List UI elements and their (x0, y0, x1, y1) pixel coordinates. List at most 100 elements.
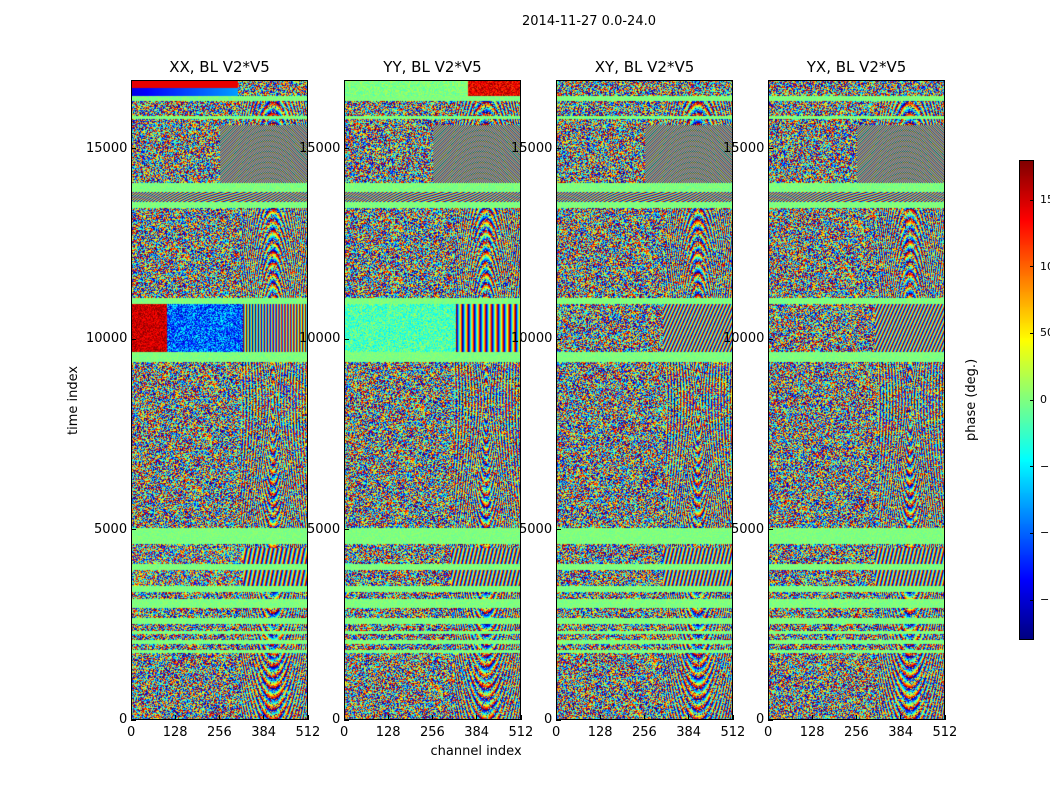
x-tick (174, 715, 176, 720)
x-tick-label: 384 (676, 725, 702, 740)
x-tick (387, 715, 389, 720)
colorbar-tick (1030, 199, 1034, 201)
x-tick (432, 715, 433, 720)
x-tick (811, 715, 813, 720)
y-axis-label: time index (66, 365, 81, 435)
y-tick-label: 5000 (731, 521, 765, 537)
y-tick-label: 10000 (299, 331, 341, 347)
x-tick (644, 715, 645, 720)
x-tick (130, 715, 132, 720)
colorbar-tick (1030, 599, 1034, 601)
y-tick (344, 338, 349, 340)
colorbar-tick (1030, 266, 1034, 268)
x-tick (219, 715, 220, 720)
y-tick-label: 15000 (723, 140, 765, 156)
colorbar-tick-label: 50 (1040, 326, 1050, 340)
y-tick-label: 10000 (723, 331, 765, 347)
x-tick-label: 256 (420, 725, 445, 740)
y-tick-label: 15000 (299, 140, 341, 156)
x-tick-label: 512 (295, 725, 321, 740)
x-tick (732, 715, 734, 720)
x-tick-label: 0 (127, 725, 136, 740)
x-tick (900, 715, 902, 720)
heatmap-yx (768, 80, 945, 720)
x-tick-label: 384 (888, 725, 914, 740)
y-tick (556, 719, 561, 721)
x-tick-label: 256 (632, 725, 657, 740)
x-tick (599, 715, 601, 720)
x-tick-label: 384 (251, 725, 277, 740)
heatmap-xy (556, 80, 733, 720)
x-tick-label: 512 (508, 725, 534, 740)
y-tick-label: 0 (332, 712, 341, 727)
y-tick-label: 5000 (94, 521, 128, 537)
y-tick-label: 0 (119, 712, 128, 727)
y-tick (768, 148, 773, 150)
y-tick-label: 5000 (307, 521, 341, 537)
y-tick (556, 529, 561, 531)
x-tick-label: 128 (587, 725, 613, 740)
x-tick-label: 0 (340, 725, 349, 740)
x-tick (767, 715, 769, 720)
colorbar-tick-label: −100 (1040, 526, 1050, 540)
y-tick (768, 338, 773, 340)
x-tick (476, 715, 478, 720)
x-tick-label: 256 (207, 725, 232, 740)
y-tick (556, 148, 561, 150)
y-tick-label: 15000 (511, 140, 553, 156)
y-tick (131, 148, 136, 150)
y-tick-label: 5000 (519, 521, 553, 537)
x-tick-label: 128 (375, 725, 401, 740)
y-tick (131, 529, 136, 531)
colorbar-tick-label: 100 (1040, 259, 1050, 273)
colorbar-tick (1030, 532, 1034, 534)
colorbar-tick-label: 0 (1040, 393, 1047, 406)
y-tick (131, 338, 136, 340)
y-tick (344, 529, 349, 531)
x-tick-label: 384 (464, 725, 490, 740)
x-tick-label: 128 (799, 725, 825, 740)
y-tick-label: 0 (544, 712, 553, 727)
y-tick-label: 10000 (86, 331, 128, 347)
figure-title: 2014-11-27 0.0-24.0 (522, 14, 656, 29)
colorbar-tick-label: −150 (1040, 593, 1050, 606)
y-tick (556, 338, 561, 340)
y-tick (768, 719, 773, 721)
x-tick (555, 715, 557, 720)
x-tick (944, 715, 946, 720)
colorbar-tick (1030, 332, 1034, 334)
x-tick (856, 715, 857, 720)
y-tick (768, 529, 773, 531)
x-tick-label: 256 (844, 725, 869, 740)
x-tick (343, 715, 345, 720)
heatmap-xx (131, 80, 308, 720)
x-tick (263, 715, 265, 720)
y-tick (131, 719, 136, 721)
x-tick-label: 512 (932, 725, 958, 740)
colorbar-tick (1030, 466, 1034, 468)
y-tick-label: 0 (756, 712, 765, 727)
x-tick-label: 0 (764, 725, 773, 740)
panel-title: YY, BL V2*V5 (383, 58, 482, 76)
x-tick (520, 715, 522, 720)
colorbar-gradient (1019, 160, 1034, 640)
x-tick-label: 0 (552, 725, 561, 740)
x-tick-label: 512 (720, 725, 746, 740)
colorbar-tick-label: 150 (1040, 193, 1050, 206)
colorbar-tick-label: −50 (1040, 459, 1050, 473)
panel-title: XX, BL V2*V5 (169, 58, 270, 76)
heatmap-yy (344, 80, 521, 720)
panel-title: XY, BL V2*V5 (594, 58, 695, 76)
y-tick (344, 719, 349, 721)
x-tick (688, 715, 690, 720)
y-tick-label: 10000 (511, 331, 553, 347)
colorbar-label: phase (deg.) (964, 358, 979, 441)
colorbar-tick (1030, 399, 1034, 401)
panel-title: YX, BL V2*V5 (806, 58, 907, 76)
x-tick-label: 128 (162, 725, 188, 740)
x-tick (307, 715, 309, 720)
y-tick-label: 15000 (86, 140, 128, 156)
x-axis-label: channel index (430, 744, 522, 759)
y-tick (344, 148, 349, 150)
